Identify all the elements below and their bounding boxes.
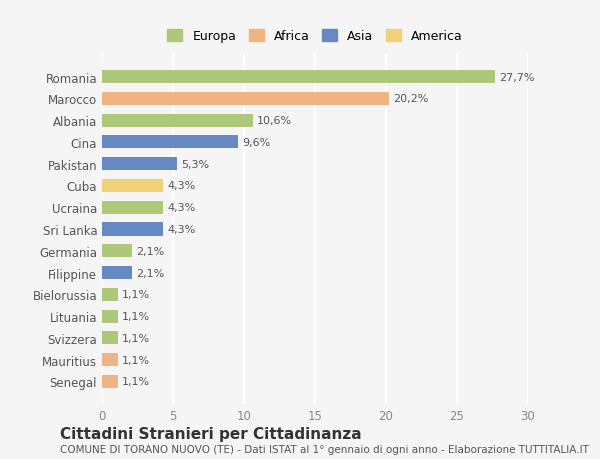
Bar	[102, 266, 132, 280]
Text: 5,3%: 5,3%	[182, 159, 209, 169]
Bar	[102, 136, 238, 149]
Text: COMUNE DI TORANO NUOVO (TE) - Dati ISTAT al 1° gennaio di ogni anno - Elaborazio: COMUNE DI TORANO NUOVO (TE) - Dati ISTAT…	[60, 444, 589, 454]
Text: 4,3%: 4,3%	[167, 224, 196, 235]
Bar	[102, 288, 118, 301]
Text: 27,7%: 27,7%	[500, 73, 535, 83]
Text: 2,1%: 2,1%	[136, 268, 164, 278]
Bar	[102, 331, 118, 345]
Bar	[102, 353, 118, 366]
Text: 4,3%: 4,3%	[167, 181, 196, 191]
Text: 20,2%: 20,2%	[393, 94, 428, 104]
Text: 1,1%: 1,1%	[122, 290, 150, 300]
Text: 1,1%: 1,1%	[122, 333, 150, 343]
Text: 1,1%: 1,1%	[122, 355, 150, 365]
Bar	[102, 93, 389, 106]
Bar	[102, 223, 163, 236]
Bar	[102, 71, 496, 84]
Text: 1,1%: 1,1%	[122, 376, 150, 386]
Text: 9,6%: 9,6%	[242, 138, 271, 148]
Text: Cittadini Stranieri per Cittadinanza: Cittadini Stranieri per Cittadinanza	[60, 425, 362, 441]
Text: 1,1%: 1,1%	[122, 311, 150, 321]
Bar	[102, 201, 163, 214]
Bar	[102, 114, 253, 128]
Bar	[102, 245, 132, 258]
Bar	[102, 158, 177, 171]
Bar	[102, 375, 118, 388]
Legend: Europa, Africa, Asia, America: Europa, Africa, Asia, America	[164, 27, 466, 47]
Bar	[102, 310, 118, 323]
Text: 4,3%: 4,3%	[167, 203, 196, 213]
Text: 10,6%: 10,6%	[257, 116, 292, 126]
Text: 2,1%: 2,1%	[136, 246, 164, 256]
Bar	[102, 179, 163, 193]
